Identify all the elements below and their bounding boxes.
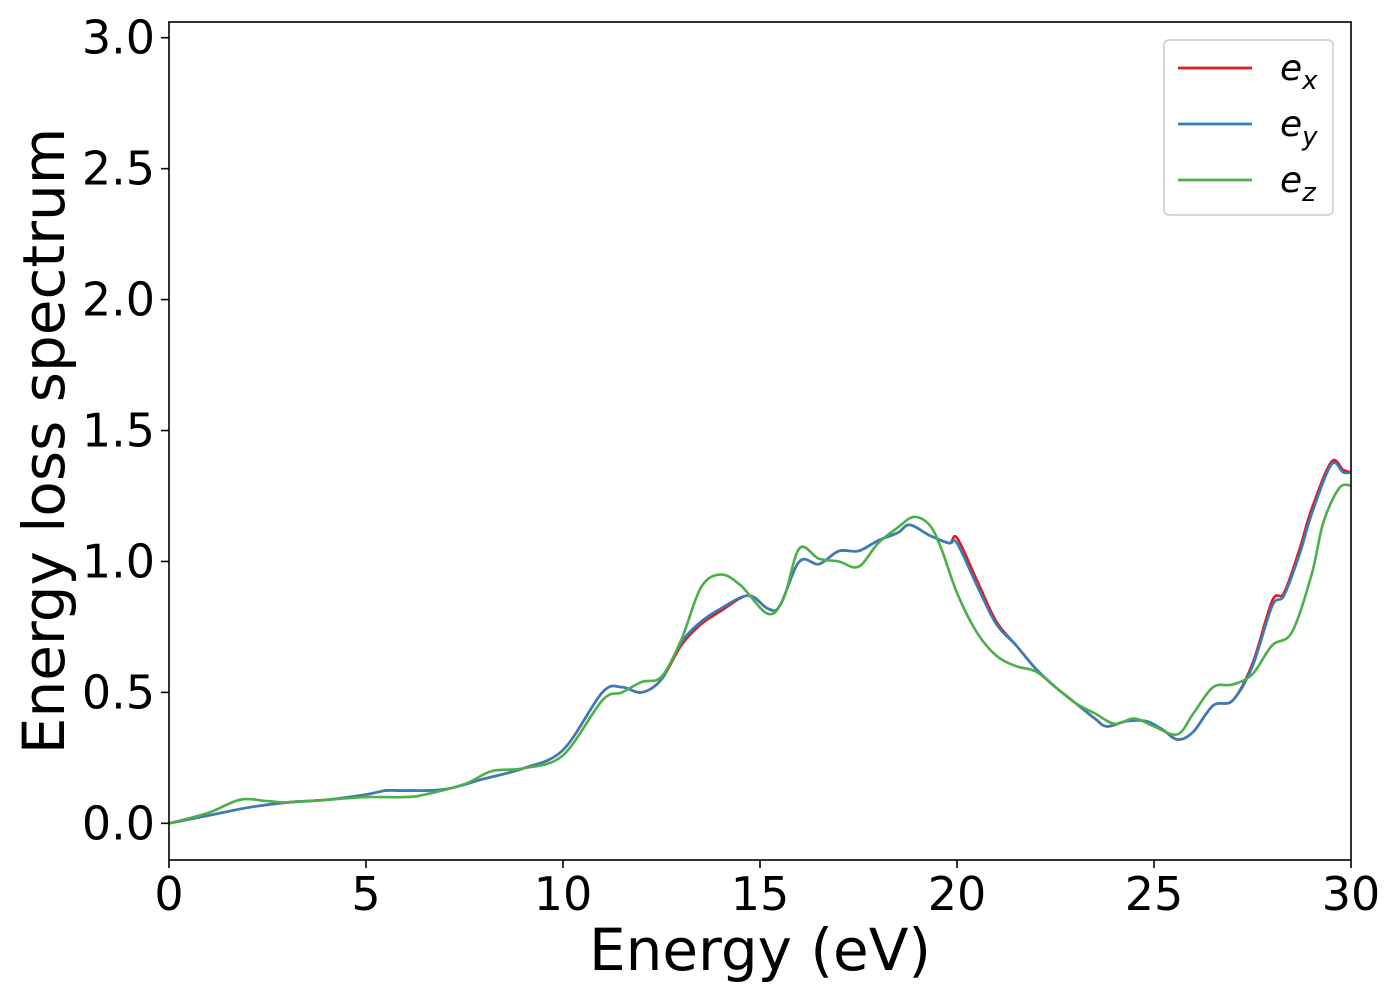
y-tick-label: 0.0 — [82, 796, 155, 850]
x-tick-label: 5 — [351, 867, 380, 921]
y-axis-title: Energy loss spectrum — [10, 128, 78, 754]
x-tick-label: 15 — [731, 867, 790, 921]
y-tick-label: 3.0 — [82, 11, 155, 65]
legend-label: ez — [1280, 160, 1317, 208]
legend-label-base: e — [1280, 104, 1302, 145]
series-line-e-y — [169, 461, 1351, 825]
legend-label: ey — [1280, 104, 1318, 152]
y-tick-label: 2.5 — [82, 142, 155, 196]
legend-label-subscript: y — [1301, 122, 1318, 152]
x-axis-title: Energy (eV) — [589, 916, 931, 984]
x-tick-label: 0 — [154, 867, 183, 921]
legend-label-base: e — [1280, 48, 1302, 89]
series-layer — [169, 458, 1351, 825]
y-tick-label: 1.0 — [82, 534, 155, 588]
legend-label: ex — [1280, 48, 1318, 96]
legend-box — [1163, 39, 1334, 216]
y-axis-ticks: 0.0 0.5 1.0 1.5 2.0 2.5 3.0 — [82, 11, 169, 850]
y-tick-label: 0.5 — [82, 665, 155, 719]
legend-label-base: e — [1280, 160, 1302, 201]
legend-label-subscript: z — [1301, 178, 1317, 208]
y-tick-label: 1.5 — [82, 404, 155, 458]
legend-label-subscript: x — [1301, 66, 1318, 96]
x-tick-label: 30 — [1322, 867, 1381, 921]
series-line-e-z — [169, 483, 1351, 825]
x-tick-label: 10 — [534, 867, 593, 921]
x-tick-label: 20 — [928, 867, 987, 921]
x-tick-label: 25 — [1125, 867, 1184, 921]
x-axis-ticks: 0 5 10 15 20 25 30 — [154, 860, 1380, 921]
y-tick-label: 2.0 — [82, 273, 155, 327]
